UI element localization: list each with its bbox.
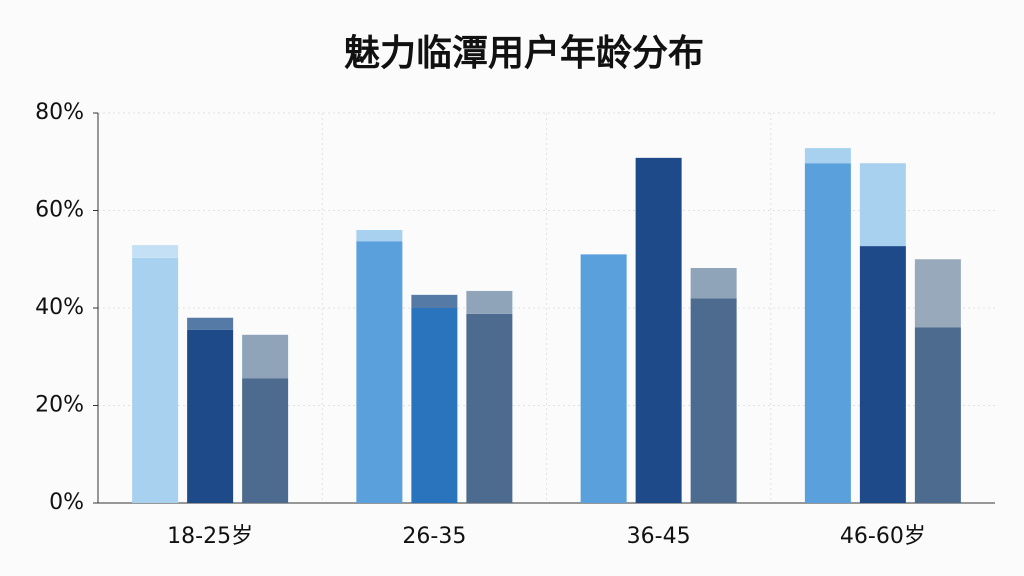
bar: [635, 157, 682, 503]
bar: [804, 163, 851, 503]
bar: [132, 257, 179, 503]
x-tick-label: 46-60岁: [840, 524, 926, 549]
bar: [690, 268, 737, 299]
bar: [914, 259, 961, 328]
x-tick-label: 26-35: [402, 524, 466, 549]
y-tick-label: 80%: [35, 100, 84, 125]
chart-title: 魅力临潭用户年龄分布: [344, 33, 704, 74]
bar: [466, 290, 513, 314]
bar: [859, 163, 906, 247]
x-tick-label: 36-45: [627, 524, 691, 549]
bar: [132, 245, 179, 258]
bar: [914, 327, 961, 503]
bar: [411, 294, 458, 308]
x-tick-label: 18-25岁: [167, 524, 253, 549]
bar: [411, 308, 458, 503]
bar: [356, 230, 403, 242]
bar: [690, 298, 737, 503]
bar: [356, 241, 403, 503]
bar: [466, 313, 513, 503]
bar: [804, 148, 851, 164]
bar: [242, 378, 289, 503]
y-tick-label: 0%: [49, 490, 84, 515]
y-tick-label: 40%: [35, 295, 84, 320]
bar: [187, 317, 234, 330]
bar: [242, 334, 289, 379]
bar: [580, 254, 627, 503]
y-tick-label: 20%: [35, 393, 84, 418]
bar: [187, 329, 234, 503]
bar: [859, 246, 906, 503]
y-tick-label: 60%: [35, 198, 84, 223]
